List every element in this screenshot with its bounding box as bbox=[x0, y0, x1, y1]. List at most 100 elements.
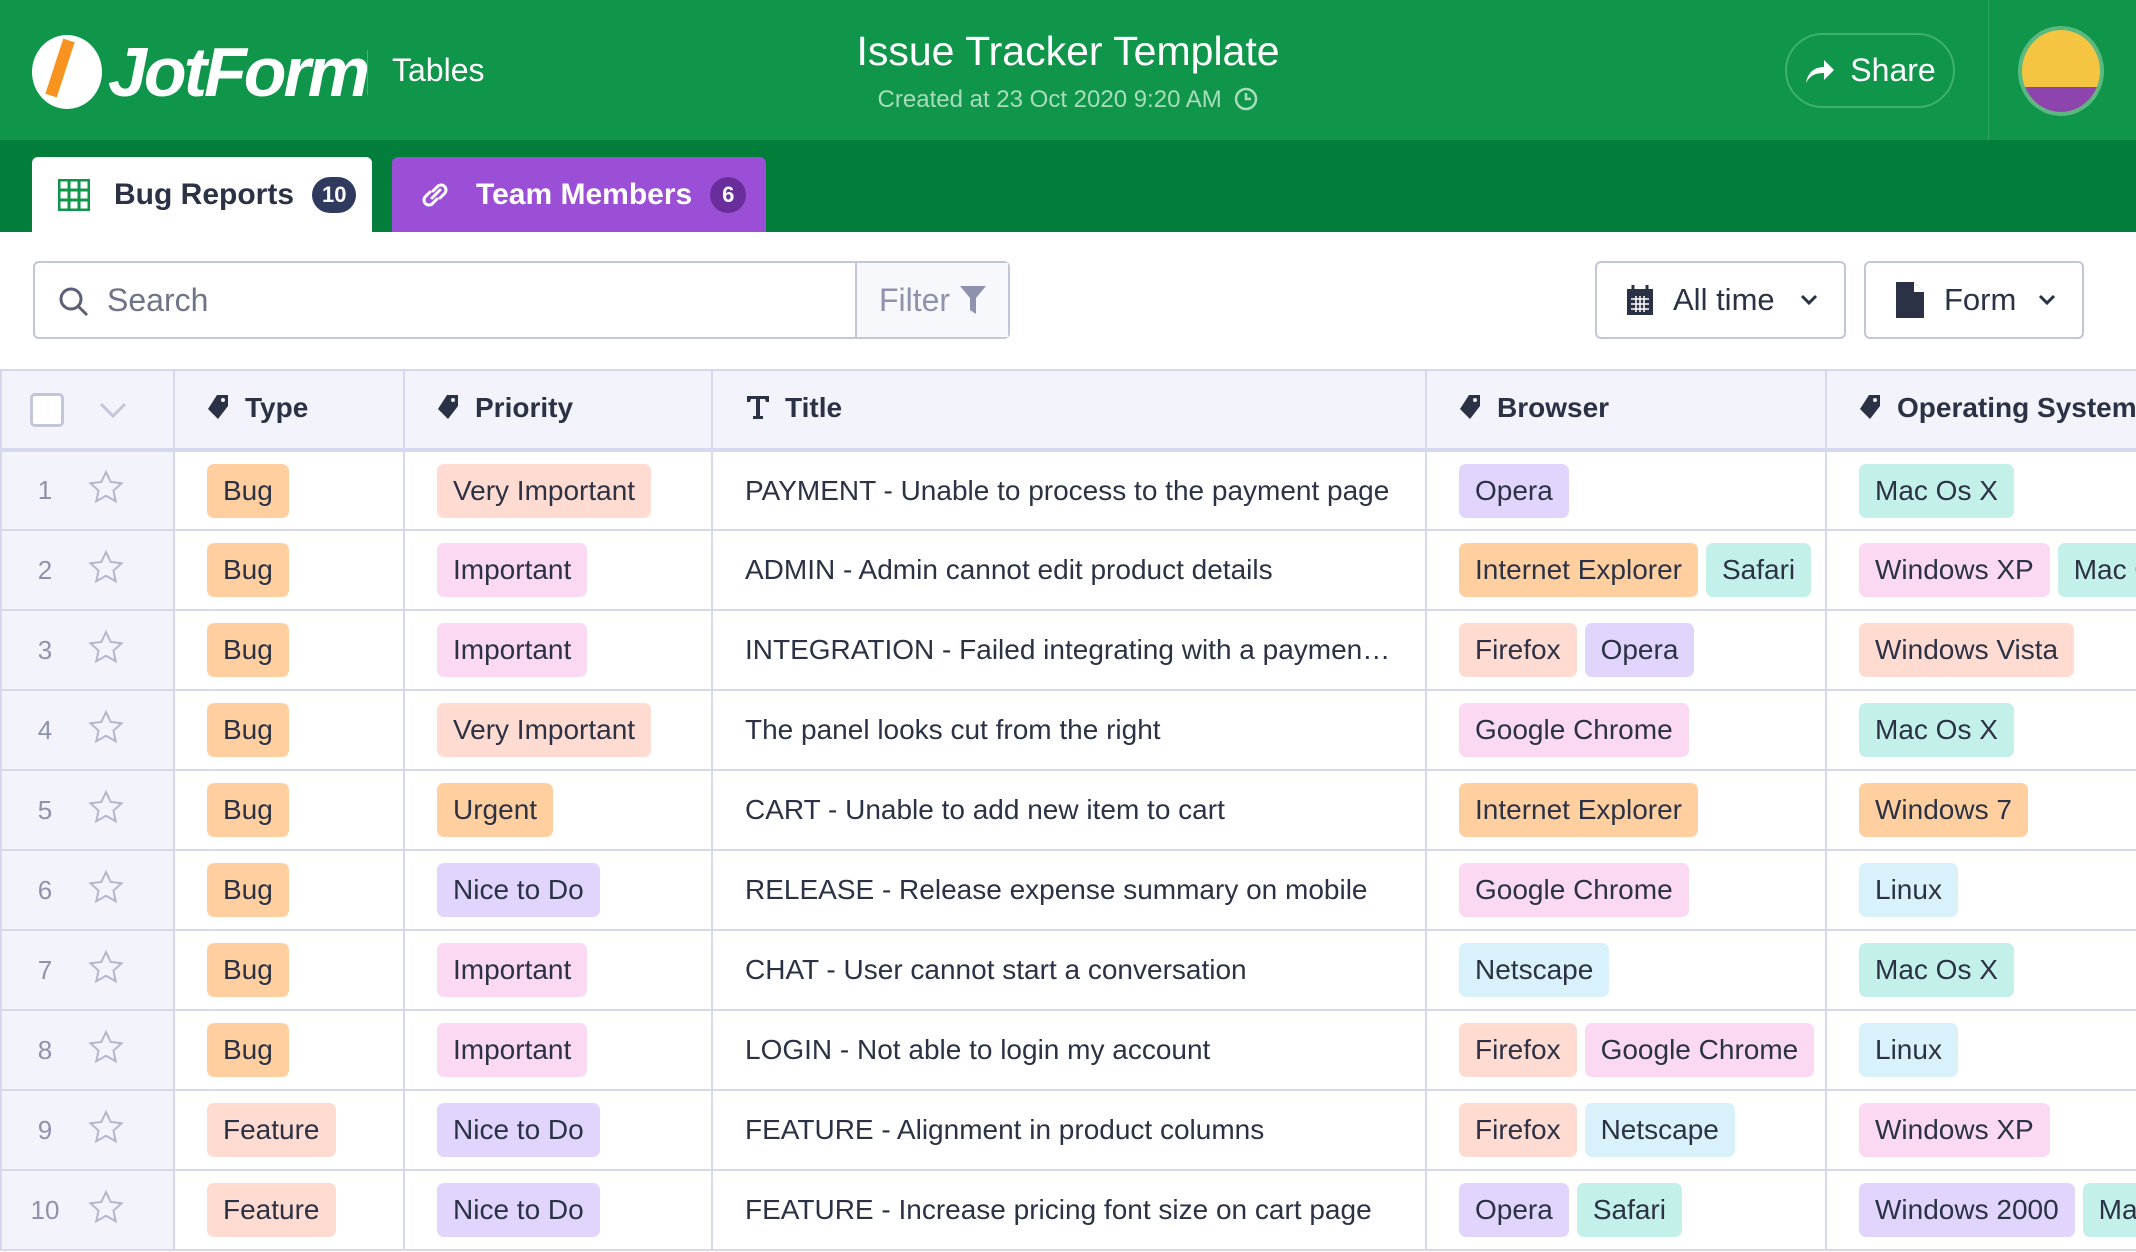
type-cell[interactable]: Bug bbox=[173, 769, 405, 851]
priority-cell[interactable]: Important bbox=[403, 609, 713, 691]
browser-cell[interactable]: Firefox Opera bbox=[1425, 609, 1827, 691]
tab-team-members[interactable]: Team Members 6 bbox=[392, 157, 766, 232]
tag-badge: Opera bbox=[1459, 463, 1569, 518]
title-cell[interactable]: CHAT - User cannot start a conversation bbox=[711, 929, 1427, 1011]
title-cell[interactable]: CART - Unable to add new item to cart bbox=[711, 769, 1427, 851]
browser-cell[interactable]: Netscape bbox=[1425, 929, 1827, 1011]
table-row[interactable]: 3 Bug Important INTEGRATION - Failed integr… bbox=[0, 609, 2136, 691]
priority-cell[interactable]: Urgent bbox=[403, 769, 713, 851]
type-cell[interactable]: Feature bbox=[173, 1169, 405, 1251]
os-cell[interactable]: Windows Vista bbox=[1825, 609, 2136, 691]
title-cell[interactable]: PAYMENT - Unable to process to the payme… bbox=[711, 449, 1427, 531]
table-row[interactable]: 8 Bug Important LOGIN - Not able to login m… bbox=[0, 1009, 2136, 1091]
table-row[interactable]: 9 Feature Nice to Do FEATURE - Alignment in… bbox=[0, 1089, 2136, 1171]
filter-button[interactable]: Filter bbox=[855, 263, 1008, 337]
title-cell[interactable]: FEATURE - Increase pricing font size on … bbox=[711, 1169, 1427, 1251]
os-cell[interactable]: Mac Os X bbox=[1825, 689, 2136, 771]
star-icon[interactable] bbox=[88, 1029, 124, 1071]
tag-badge: Very Important bbox=[437, 463, 652, 518]
browser-cell[interactable]: Firefox Google Chrome bbox=[1425, 1009, 1827, 1091]
priority-cell[interactable]: Important bbox=[403, 529, 713, 611]
type-cell[interactable]: Bug bbox=[173, 609, 405, 691]
search-input[interactable] bbox=[35, 281, 855, 319]
star-icon[interactable] bbox=[88, 1109, 124, 1151]
os-cell[interactable]: Windows XP bbox=[1825, 1089, 2136, 1171]
title-cell[interactable]: INTEGRATION - Failed integrating with a … bbox=[711, 609, 1427, 691]
column-header-browser[interactable]: Browser bbox=[1425, 369, 1827, 452]
star-icon[interactable] bbox=[88, 629, 124, 671]
table-row[interactable]: 5 Bug Urgent CART - Unable to add new item … bbox=[0, 769, 2136, 851]
share-button[interactable]: Share bbox=[1785, 33, 1955, 108]
user-avatar[interactable] bbox=[2018, 26, 2104, 116]
browser-cell[interactable]: Firefox Netscape bbox=[1425, 1089, 1827, 1171]
star-icon[interactable] bbox=[88, 789, 124, 831]
column-header-operating-system[interactable]: Operating System bbox=[1825, 369, 2136, 452]
browser-cell[interactable]: Google Chrome bbox=[1425, 849, 1827, 931]
priority-cell[interactable]: Nice to Do bbox=[403, 1169, 713, 1251]
type-cell[interactable]: Bug bbox=[173, 689, 405, 771]
tag-badge: Google Chrome bbox=[1584, 1023, 1814, 1077]
view-dropdown[interactable]: Form bbox=[1864, 261, 2084, 339]
type-cell[interactable]: Feature bbox=[173, 1089, 405, 1171]
table-row[interactable]: 6 Bug Nice to Do RELEASE - Release expense … bbox=[0, 849, 2136, 931]
priority-cell[interactable]: Very Important bbox=[403, 689, 713, 771]
browser-cell[interactable]: Internet Explorer Safari bbox=[1425, 529, 1827, 611]
type-cell[interactable]: Bug bbox=[173, 449, 405, 531]
priority-cell[interactable]: Important bbox=[403, 929, 713, 1011]
title-cell[interactable]: The panel looks cut from the right bbox=[711, 689, 1427, 771]
type-cell[interactable]: Bug bbox=[173, 849, 405, 931]
chevron-down-icon[interactable] bbox=[98, 401, 128, 419]
priority-cell[interactable]: Nice to Do bbox=[403, 1089, 713, 1171]
os-cell[interactable]: Windows 7 bbox=[1825, 769, 2136, 851]
title-cell[interactable]: RELEASE - Release expense summary on mob… bbox=[711, 849, 1427, 931]
row-number: 6 bbox=[37, 874, 53, 905]
os-cell[interactable]: Mac Os X bbox=[1825, 449, 2136, 531]
issue-title: ADMIN - Admin cannot edit product detail… bbox=[745, 554, 1273, 585]
star-icon[interactable] bbox=[88, 469, 124, 511]
priority-cell[interactable]: Important bbox=[403, 1009, 713, 1091]
title-cell[interactable]: LOGIN - Not able to login my account bbox=[711, 1009, 1427, 1091]
os-cell[interactable]: Linux bbox=[1825, 849, 2136, 931]
column-header-title[interactable]: Title bbox=[711, 369, 1427, 452]
browser-cell[interactable]: Opera bbox=[1425, 449, 1827, 531]
browser-cell[interactable]: Internet Explorer bbox=[1425, 769, 1827, 851]
star-icon[interactable] bbox=[88, 549, 124, 591]
type-cell[interactable]: Bug bbox=[173, 1009, 405, 1091]
priority-cell[interactable]: Very Important bbox=[403, 449, 713, 531]
row-select-cell: 7 bbox=[0, 929, 175, 1011]
tab-label: Bug Reports bbox=[114, 177, 294, 211]
tag-badge: Feature bbox=[207, 1103, 336, 1157]
star-icon[interactable] bbox=[88, 709, 124, 751]
tag-badge: Bug bbox=[207, 703, 289, 757]
os-cell[interactable]: Linux bbox=[1825, 1009, 2136, 1091]
search-box: Filter bbox=[33, 261, 1010, 339]
column-header-type[interactable]: Type bbox=[173, 369, 405, 452]
table-row[interactable]: 4 Bug Very Important The panel looks cut fr… bbox=[0, 689, 2136, 771]
jotform-logo[interactable]: JotForm bbox=[32, 32, 370, 112]
browser-cell[interactable]: Opera Safari bbox=[1425, 1169, 1827, 1251]
table-row[interactable]: 1 Bug Very Important PAYMENT - Unable to pr… bbox=[0, 449, 2136, 531]
priority-cell[interactable]: Nice to Do bbox=[403, 849, 713, 931]
tag-icon bbox=[1859, 394, 1883, 427]
page-title: Issue Tracker Template bbox=[856, 28, 1280, 74]
table-row[interactable]: 2 Bug Important ADMIN - Admin cannot edit p… bbox=[0, 529, 2136, 611]
tab-bug-reports[interactable]: Bug Reports 10 bbox=[32, 157, 372, 232]
star-icon[interactable] bbox=[88, 949, 124, 991]
star-icon[interactable] bbox=[88, 1189, 124, 1231]
type-cell[interactable]: Bug bbox=[173, 929, 405, 1011]
issue-title: CART - Unable to add new item to cart bbox=[745, 794, 1225, 825]
title-cell[interactable]: ADMIN - Admin cannot edit product detail… bbox=[711, 529, 1427, 611]
title-cell[interactable]: FEATURE - Alignment in product columns bbox=[711, 1089, 1427, 1171]
table-row[interactable]: 10 Feature Nice to Do FEATURE - Increase pr… bbox=[0, 1169, 2136, 1251]
browser-cell[interactable]: Google Chrome bbox=[1425, 689, 1827, 771]
select-all-checkbox[interactable] bbox=[30, 392, 64, 427]
created-at: Created at 23 Oct 2020 9:20 AM bbox=[760, 86, 1376, 114]
date-range-dropdown[interactable]: All time bbox=[1595, 261, 1846, 339]
os-cell[interactable]: Windows 2000Mac Os X bbox=[1825, 1169, 2136, 1251]
column-header-priority[interactable]: Priority bbox=[403, 369, 713, 452]
os-cell[interactable]: Mac Os X bbox=[1825, 929, 2136, 1011]
star-icon[interactable] bbox=[88, 869, 124, 911]
type-cell[interactable]: Bug bbox=[173, 529, 405, 611]
table-row[interactable]: 7 Bug Important CHAT - User cannot start a … bbox=[0, 929, 2136, 1011]
